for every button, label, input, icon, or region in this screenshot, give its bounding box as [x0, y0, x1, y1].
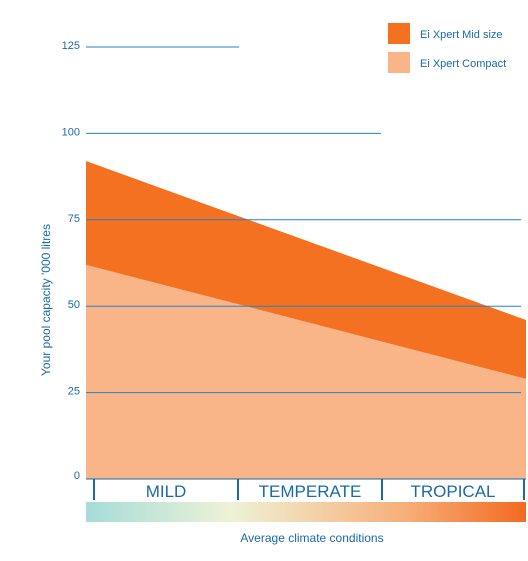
legend: Ei Xpert Mid size Ei Xpert Compact [388, 23, 506, 73]
x-axis-label: Average climate conditions [240, 531, 383, 545]
y-tick-label: 0 [74, 470, 80, 482]
gridlines [86, 46, 521, 394]
legend-label-mid-size: Ei Xpert Mid size [420, 29, 503, 41]
plot-areas [86, 161, 526, 479]
y-tick-label: 100 [62, 126, 80, 138]
y-tick-label: 75 [68, 213, 80, 225]
category-band: MILD TEMPERATE TROPICAL [86, 478, 526, 501]
area-series-compact [86, 264, 526, 479]
legend-swatch-compact [388, 52, 410, 73]
y-axis-ticks: 0 25 50 75 100 125 [62, 40, 80, 482]
category-label-tropical: TROPICAL [410, 482, 495, 501]
legend-swatch-mid-size [388, 23, 410, 44]
y-tick-label: 25 [68, 386, 80, 398]
legend-label-compact: Ei Xpert Compact [420, 58, 506, 70]
climate-gradient-bar [86, 502, 526, 522]
y-tick-label: 125 [62, 40, 80, 52]
y-tick-label: 50 [68, 299, 80, 311]
category-label-mild: MILD [146, 482, 187, 501]
y-axis-label: Your pool capacity '000 litres [39, 224, 53, 376]
category-label-temperate: TEMPERATE [259, 482, 362, 501]
